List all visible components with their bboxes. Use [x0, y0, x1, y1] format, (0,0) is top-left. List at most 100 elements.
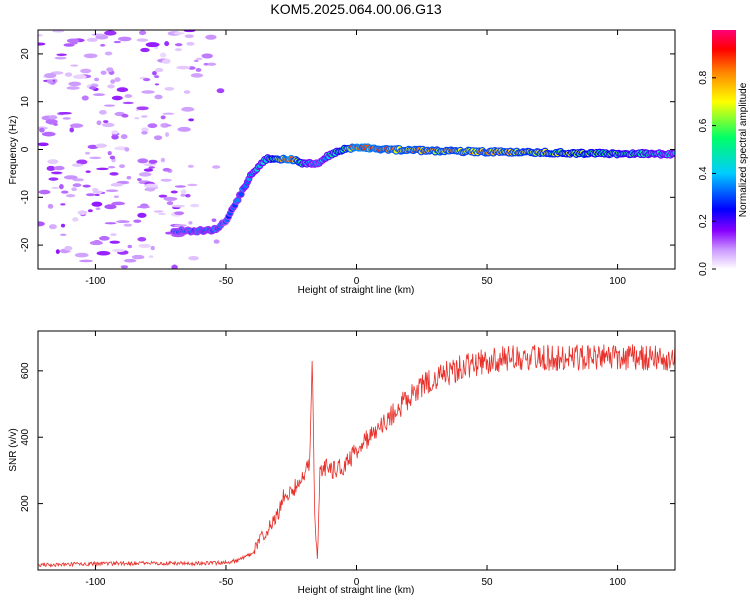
spectrogram-noise-cell — [44, 72, 57, 79]
spectrogram-noise-cell — [111, 130, 119, 135]
spectrogram-noise-cell — [91, 33, 105, 36]
spectrogram-noise-cell — [134, 116, 140, 120]
spectrogram-noise-cell — [65, 193, 76, 198]
colorbar-tick-label: 0.4 — [698, 166, 709, 180]
spectrogram-noise-cell — [161, 59, 171, 64]
spectrogram-noise-cell — [106, 67, 114, 73]
spectrogram-noise-cell — [70, 42, 78, 45]
spectrogram-noise-cell — [190, 203, 200, 208]
spectrogram-noise-cell — [166, 201, 174, 206]
spectrogram-noise-cell — [183, 30, 196, 33]
spectrogram-noise-cell — [170, 190, 178, 194]
spectrogram-noise-cell — [206, 62, 217, 66]
spectrogram-noise-cell — [111, 134, 119, 140]
spectrogram-noise-cell — [190, 73, 204, 78]
spectrogram-noise-cell — [91, 201, 103, 207]
spectrogram-noise-cell — [116, 87, 129, 93]
spectrogram-noise-cell — [60, 203, 66, 206]
snr-x-label: Height of straight line (km) — [298, 585, 415, 596]
spectrogram-noise-cell — [51, 186, 60, 189]
spectrogram-noise-cell — [56, 53, 67, 56]
spectrogram-noise-cell — [41, 131, 56, 137]
spectrogram-noise-cell — [141, 127, 149, 133]
spectrogram-noise-cell — [137, 178, 142, 181]
spectrogram-noise-cell — [162, 112, 175, 115]
spectrogram-noise-cell — [141, 130, 148, 135]
spectrogram-noise-cell — [66, 86, 80, 90]
spectrogram-noise-cell — [211, 218, 217, 223]
spectrogram-noise-cell — [38, 142, 49, 147]
spectrogram-noise-cell — [50, 171, 63, 174]
spectrogram-noise-cell — [58, 112, 72, 115]
spectrogram-noise-cell — [188, 118, 195, 122]
spectrogram-noise-cell — [89, 86, 97, 90]
spectrogram-noise-cell — [104, 30, 117, 36]
spectrogram-noise-cell — [72, 217, 79, 222]
spectrogram-noise-cell — [183, 90, 191, 94]
snr-series-line — [38, 344, 675, 568]
spectrogram-noise-cell — [136, 38, 149, 42]
spectrogram-noise-cell — [205, 34, 217, 40]
spectrogram-noise-cell — [95, 143, 108, 148]
spectrogram-noise-cell — [201, 53, 213, 59]
snr-x-tick-label: 0 — [354, 577, 360, 588]
spectrogram-noise-cell — [160, 122, 170, 128]
spectrogram-noise-cell — [137, 237, 147, 242]
spectrogram-noise-cell — [114, 77, 121, 82]
spectrogram-noise-cell — [109, 240, 120, 244]
spectrogram-noise-cell — [188, 255, 199, 261]
spectrogram-noise-cell — [116, 220, 130, 224]
spectrogram-noise-cell — [138, 243, 152, 248]
spectrogram-y-tick-label: 10 — [20, 96, 31, 108]
colorbar-gradient — [712, 30, 736, 269]
spectrogram-noise-cell — [85, 170, 91, 174]
snr-x-tick-label: 50 — [481, 577, 493, 588]
spectrogram-noise-cell — [164, 41, 170, 47]
spectrogram-noise-cell — [95, 207, 101, 211]
spectrogram-noise-cell — [138, 172, 152, 177]
snr-x-tick-label: -50 — [219, 577, 234, 588]
spectrogram-noise-cell — [104, 51, 113, 56]
spectrogram-noise-cell — [111, 248, 126, 253]
spectrogram-noise-cell — [121, 113, 129, 118]
spectrogram-noise-cell — [145, 42, 160, 48]
spectrogram-noise-cell — [118, 36, 132, 42]
spectrogram-noise-cell — [103, 120, 109, 124]
spectrogram-noise-cell — [186, 41, 195, 46]
spectrogram-noise-cell — [173, 32, 185, 35]
snr-x-tick-label: 100 — [609, 577, 626, 588]
spectrogram-noise-cell — [88, 209, 93, 213]
spectrogram-noise-cell — [174, 211, 185, 215]
spectrogram-noise-cell — [185, 193, 191, 198]
spectrogram-noise-cell — [64, 245, 73, 251]
spectrogram-noise-cell — [184, 34, 194, 39]
spectrogram-noise-cell — [60, 223, 66, 228]
spectrogram-noise-cell — [165, 132, 170, 137]
snr-x-tick-label: -100 — [85, 577, 105, 588]
snr-y-label: SNR (v/v) — [8, 428, 19, 471]
spectrogram-noise-cell — [109, 233, 117, 237]
spectrogram-y-tick-label: -10 — [20, 190, 31, 205]
spectrogram-noise-cell — [176, 65, 191, 70]
spectrogram-noise-cell — [92, 188, 99, 192]
spectrogram-noise-cell — [216, 88, 225, 94]
spectrogram-noise-cell — [158, 194, 168, 198]
spectrogram-noise-cell — [138, 30, 147, 36]
spectrogram-noise-cell — [162, 167, 171, 172]
spectrogram-noise-cell — [109, 155, 116, 160]
spectrogram-noise-cell — [53, 165, 65, 171]
spectrogram-noise-cell — [141, 90, 155, 94]
spectrogram-noise-cell — [76, 159, 88, 165]
spectrogram-ridge-cell — [672, 150, 675, 156]
spectrogram-ridge-cell — [235, 197, 241, 203]
spectrogram-y-tick-label: 20 — [20, 48, 31, 60]
spectrogram-noise-cell — [61, 190, 69, 194]
spectrogram-noise-cell — [143, 78, 151, 82]
spectrogram-noise-cell — [148, 255, 154, 258]
spectrogram-noise-cell — [165, 124, 172, 127]
spectrogram-noise-cell — [113, 40, 122, 44]
spectrogram-noise-cell — [71, 163, 84, 167]
spectrogram-noise-cell — [123, 223, 133, 227]
spectrogram-noise-cell — [181, 106, 195, 112]
spectrogram-x-tick-label: -100 — [85, 276, 105, 287]
